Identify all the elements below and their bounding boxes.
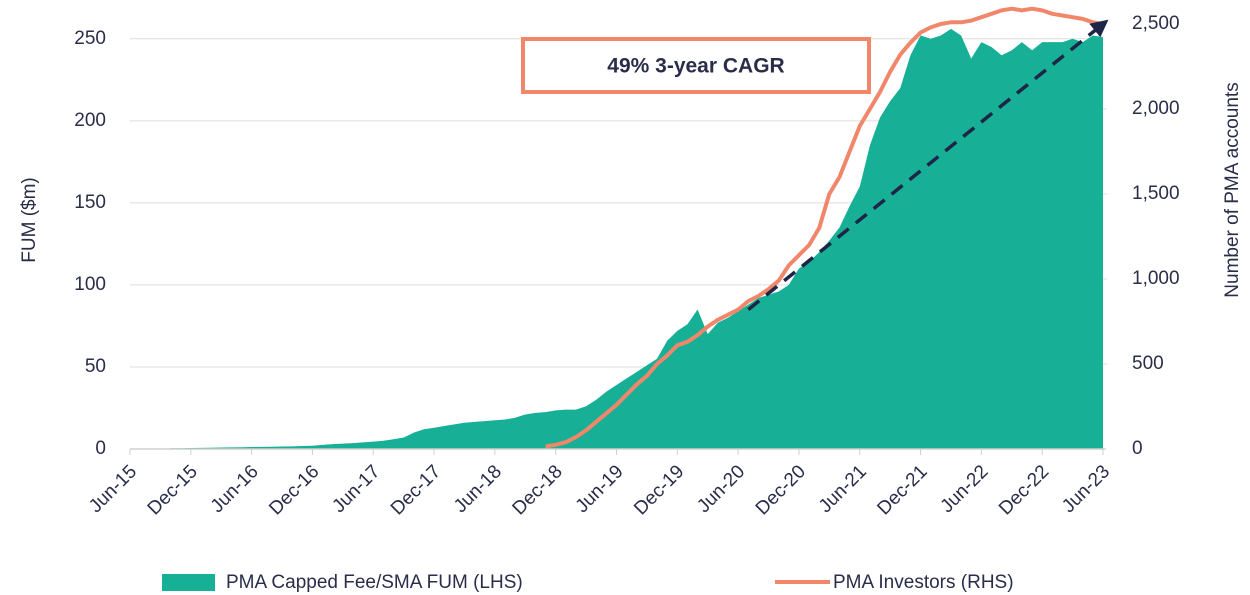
x-tick-label: Dec-18 <box>509 461 567 519</box>
y-tick-label: 150 <box>74 192 106 213</box>
trend-line <box>747 19 1109 311</box>
annotation: 49% 3-year CAGR <box>607 55 784 78</box>
x-tick-label: Dec-16 <box>265 461 323 519</box>
x-tick-label: Jun-16 <box>207 461 263 517</box>
x-tick-label: Dec-22 <box>995 461 1053 519</box>
area <box>170 28 1103 450</box>
x-tick-label: Dec-17 <box>387 461 445 519</box>
y2-tick-label: 2,000 <box>1132 98 1180 119</box>
y-axis-label: FUM ($m) <box>19 177 40 262</box>
annotation-box <box>521 37 871 94</box>
x-tick-label: Dec-20 <box>752 461 810 519</box>
x-tick-label: Dec-15 <box>144 461 202 519</box>
y2-tick-label: 1,500 <box>1132 183 1180 204</box>
y-tick-label: 50 <box>85 356 106 377</box>
y2-tick-label: 1,000 <box>1132 268 1180 289</box>
y-tick-label: 100 <box>74 274 106 295</box>
x-tick-label: Dec-19 <box>630 461 688 519</box>
x-tick-label: Jun-17 <box>328 461 384 517</box>
x-tick-label: Jun-21 <box>815 461 871 517</box>
y-tick-label: 0 <box>95 438 106 459</box>
x-tick-label: Jun-15 <box>85 461 141 517</box>
line <box>545 6 1104 449</box>
legend-swatch <box>162 574 215 591</box>
y2-tick-label: 500 <box>1132 353 1164 374</box>
legend-label: PMA Investors (RHS) <box>833 572 1014 593</box>
x-tick-label: Jun-18 <box>450 461 506 517</box>
legend-label: PMA Capped Fee/SMA FUM (LHS) <box>226 572 523 593</box>
y2-tick-label: 2,500 <box>1132 13 1180 34</box>
y-tick-label: 200 <box>74 110 106 131</box>
y2-axis-label: Number of PMA accounts <box>1222 82 1243 297</box>
x-tick-label: Dec-21 <box>873 461 931 519</box>
y-tick-label: 250 <box>74 28 106 49</box>
x-tick-label: Jun-20 <box>693 461 749 517</box>
x-tick-label: Jun-23 <box>1058 461 1114 517</box>
x-tick-label: Jun-22 <box>937 461 993 517</box>
y2-tick-label: 0 <box>1132 438 1143 459</box>
x-tick-label: Jun-19 <box>572 461 628 517</box>
